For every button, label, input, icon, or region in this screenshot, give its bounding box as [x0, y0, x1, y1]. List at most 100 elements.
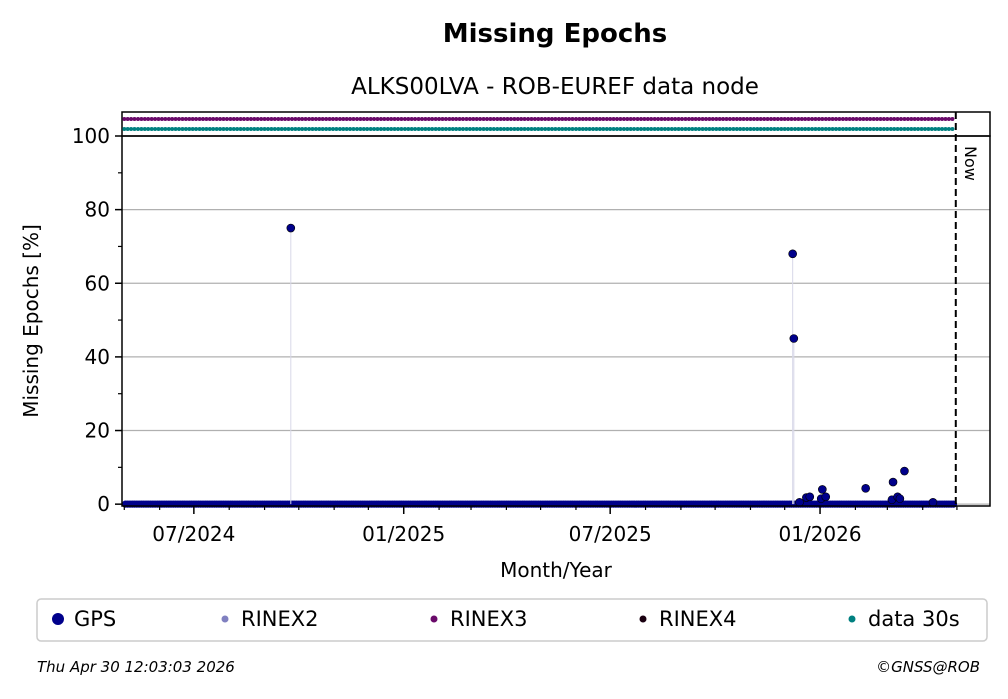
availability-point [615, 117, 619, 121]
availability-point [625, 117, 630, 121]
availability-point [793, 127, 797, 131]
availability-point [365, 127, 370, 131]
availability-point [402, 127, 407, 131]
availability-point [608, 127, 613, 131]
availability-point [570, 127, 575, 131]
availability-point [645, 127, 650, 131]
availability-point [461, 127, 465, 131]
availability-point [837, 127, 842, 131]
availability-point [940, 117, 945, 121]
availability-point [772, 117, 777, 121]
availability-point [796, 117, 801, 121]
legend-label: data 30s [868, 607, 960, 631]
availability-point [779, 127, 784, 131]
availability-point [574, 117, 578, 121]
availability-point [560, 117, 565, 121]
availability-point [136, 117, 140, 121]
availability-point [656, 117, 661, 121]
footer-timestamp: Thu Apr 30 12:03:03 2026 [37, 658, 235, 676]
availability-point [813, 127, 818, 131]
availability-point [375, 117, 380, 121]
availability-point [228, 127, 233, 131]
availability-point [426, 127, 431, 131]
availability-point [471, 127, 476, 131]
availability-point [755, 117, 760, 121]
availability-point [656, 127, 661, 131]
y-axis-label: Missing Epochs [%] [19, 224, 43, 418]
availability-point [639, 127, 643, 131]
availability-point [899, 117, 903, 121]
availability-point [327, 117, 332, 121]
availability-point [909, 127, 914, 131]
availability-point [392, 117, 397, 121]
availability-point [546, 127, 551, 131]
availability-point [331, 127, 335, 131]
availability-point [290, 127, 294, 131]
gps-point [888, 477, 898, 487]
availability-point [885, 117, 890, 121]
availability-point [532, 117, 537, 121]
availability-point [317, 117, 322, 121]
availability-point [365, 117, 370, 121]
availability-point [782, 117, 787, 121]
legend-label: RINEX2 [241, 607, 319, 631]
availability-point [632, 117, 637, 121]
availability-point [686, 117, 691, 121]
availability-point [464, 117, 469, 121]
availability-point [344, 127, 349, 131]
availability-point [385, 127, 390, 131]
availability-point [358, 117, 363, 121]
availability-point [248, 117, 253, 121]
availability-point [926, 117, 931, 121]
availability-point [556, 117, 561, 121]
availability-point [300, 127, 305, 131]
availability-point [283, 127, 288, 131]
availability-point [214, 117, 219, 121]
availability-point [194, 117, 199, 121]
availability-point [851, 127, 856, 131]
availability-point [443, 127, 448, 131]
availability-point [156, 117, 161, 121]
availability-point [758, 117, 763, 121]
availability-point [731, 127, 736, 131]
y-tick-label: 80 [85, 198, 110, 222]
availability-point [180, 117, 185, 121]
availability-point [868, 127, 873, 131]
availability-point [950, 117, 955, 121]
availability-point [820, 127, 825, 131]
availability-point [324, 127, 329, 131]
availability-point [389, 127, 394, 131]
availability-point [834, 127, 838, 131]
availability-point [779, 117, 784, 121]
availability-point [361, 127, 366, 131]
availability-point [389, 117, 394, 121]
availability-point [580, 117, 585, 121]
availability-point [892, 117, 897, 121]
availability-point [642, 127, 647, 131]
availability-point [378, 117, 383, 121]
legend-label: RINEX4 [659, 607, 737, 631]
availability-point [337, 117, 342, 121]
availability-point [584, 127, 589, 131]
availability-point [368, 117, 373, 121]
availability-point [327, 127, 332, 131]
legend-marker [52, 613, 64, 625]
availability-point [142, 117, 147, 121]
availability-point [580, 127, 585, 131]
availability-point [498, 117, 503, 121]
availability-point [512, 117, 517, 121]
availability-point [553, 127, 558, 131]
availability-point [129, 117, 134, 121]
availability-point [916, 117, 921, 121]
footer-copyright: ©GNSS@ROB [876, 658, 980, 676]
availability-point [156, 127, 161, 131]
gps-point [861, 484, 870, 493]
availability-point [628, 117, 633, 121]
availability-point [382, 117, 387, 121]
availability-point [259, 117, 264, 121]
availability-point [416, 127, 421, 131]
availability-point [902, 127, 907, 131]
legend-item-data-30s: data 30s [848, 607, 960, 631]
availability-point [899, 127, 903, 131]
availability-point [522, 117, 527, 121]
